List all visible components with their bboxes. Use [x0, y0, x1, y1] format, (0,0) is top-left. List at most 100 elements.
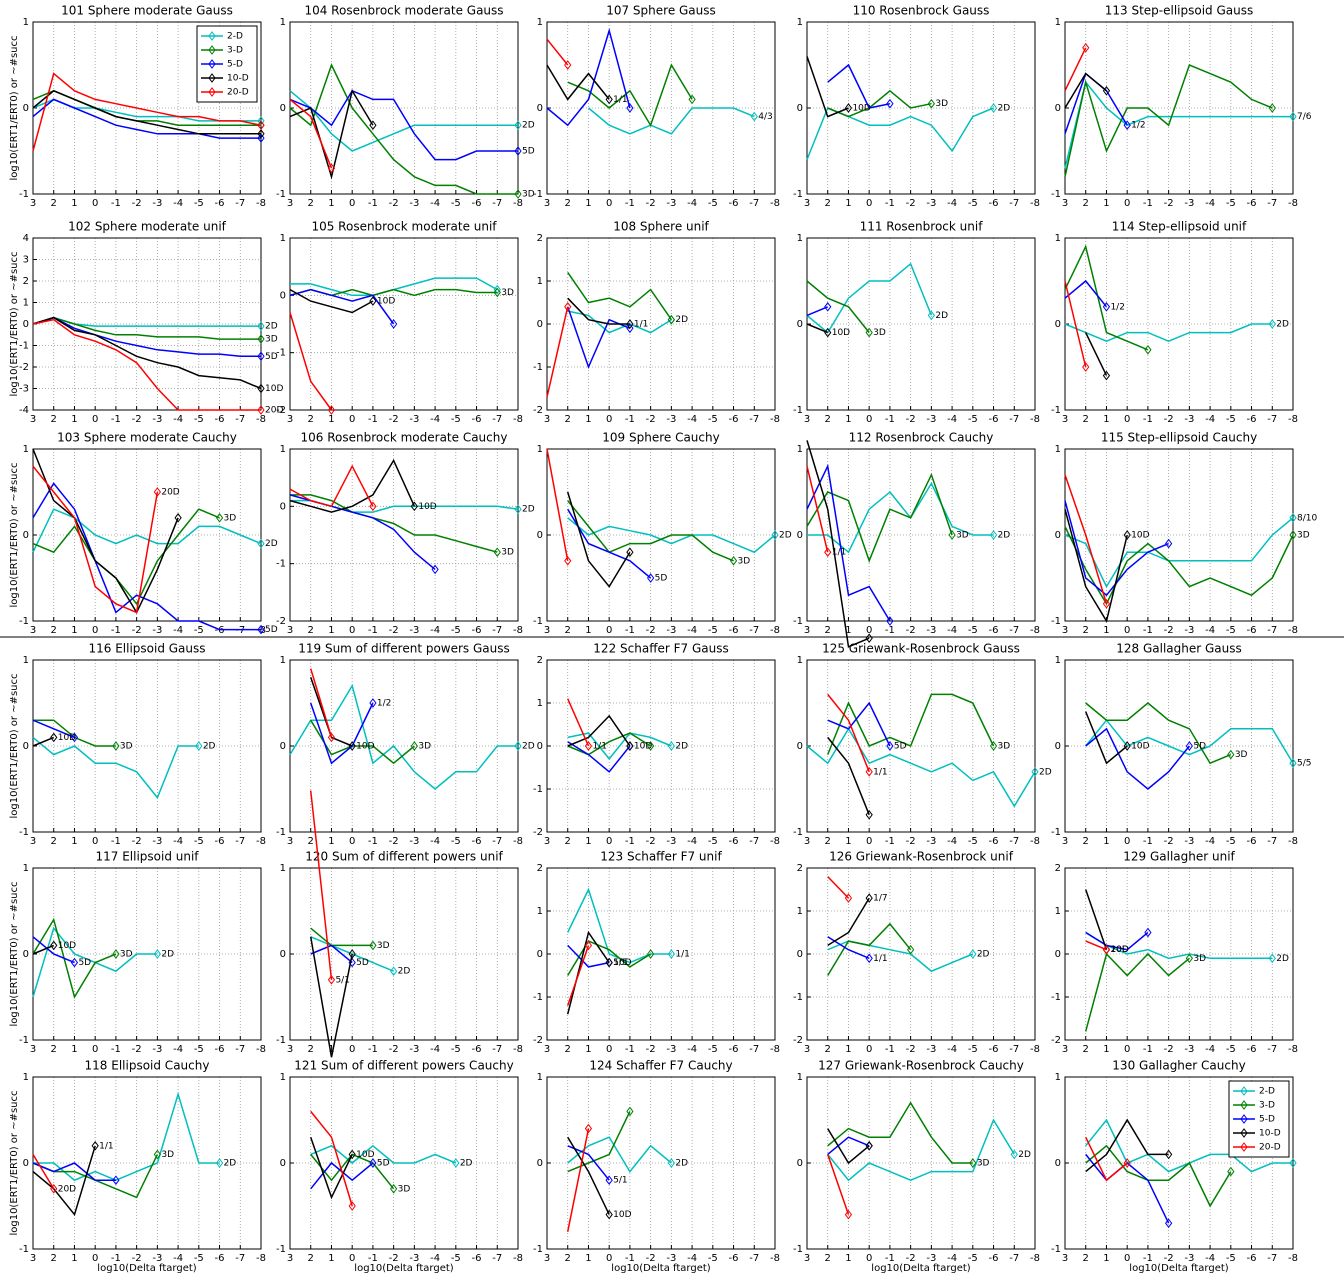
legend-marker [1240, 1142, 1248, 1152]
x-tick-label: -3 [926, 625, 936, 636]
series-line [309, 790, 333, 980]
series-line [827, 1101, 973, 1164]
subplot-title: 124 Schaffer F7 Cauchy [589, 1059, 732, 1073]
x-tick-label: -7 [492, 198, 502, 209]
series-line [289, 458, 416, 513]
y-tick-label: 0 [1055, 103, 1061, 114]
y-tick-label: -1 [19, 827, 29, 838]
end-marker [1268, 319, 1276, 329]
end-marker [605, 94, 613, 105]
subplot-title: 111 Rosenbrock unif [860, 220, 984, 234]
series-label: 2D [265, 322, 278, 332]
series-line [827, 701, 891, 747]
x-tick-label: 0 [349, 198, 355, 209]
series-line [32, 318, 261, 411]
series-label: 2D [1276, 320, 1289, 330]
x-tick-label: -5 [708, 625, 718, 636]
x-tick-label: 3 [804, 836, 810, 847]
x-tick-label: -1 [368, 1044, 378, 1055]
series-line [309, 668, 333, 738]
x-tick-label: -3 [926, 1044, 936, 1055]
end-marker [1010, 1149, 1018, 1160]
series-line [567, 741, 631, 773]
x-tick-label: -4 [947, 1253, 957, 1264]
x-tick-label: -3 [409, 836, 419, 847]
subplot-title: 107 Sphere Gauss [606, 4, 716, 18]
x-tick-label: 0 [349, 836, 355, 847]
x-tick-label: 2 [308, 836, 314, 847]
series-line [289, 683, 518, 790]
x-tick-label: 0 [866, 1044, 872, 1055]
subplot-title: 101 Sphere moderate Gauss [61, 4, 233, 18]
series-label: 10D [832, 328, 850, 338]
series-label: 10D [377, 297, 395, 307]
y-tick-label: 2 [537, 233, 543, 244]
series-label: 1/1 [873, 954, 887, 964]
end-marker [514, 741, 522, 751]
end-marker [1165, 1149, 1173, 1160]
y-tick-label: -1 [19, 1244, 29, 1255]
y-tick-label: 0 [537, 949, 543, 960]
legend-marker [1240, 1128, 1248, 1138]
series-label: 2D [998, 104, 1011, 114]
series-line [827, 1128, 870, 1165]
series-line [806, 466, 829, 553]
x-tick-label: 2 [1083, 625, 1089, 636]
x-axis-label: log10(Delta ftarget) [97, 1263, 196, 1274]
x-tick-label: -5 [1226, 414, 1236, 425]
x-tick-label: -3 [152, 414, 162, 425]
x-tick-label: -1 [111, 836, 121, 847]
end-marker [844, 1209, 853, 1220]
end-marker [824, 327, 832, 338]
series-line [827, 63, 891, 109]
end-marker [369, 296, 377, 306]
x-tick-label: -3 [666, 414, 676, 425]
series-label: 3D [956, 531, 969, 541]
y-tick-label: 1 [280, 17, 286, 28]
end-marker [215, 1158, 224, 1168]
series-line [1085, 931, 1273, 960]
x-tick-label: -7 [235, 198, 245, 209]
series-line [32, 98, 261, 139]
end-marker [688, 94, 696, 105]
end-marker [927, 98, 935, 109]
legend-marker [1240, 1086, 1248, 1096]
legend-label: 5-D [227, 60, 243, 70]
end-marker [771, 530, 779, 540]
y-tick-label: 0 [797, 103, 803, 114]
y-tick-label: 3 [23, 255, 29, 266]
x-tick-label: -6 [989, 836, 999, 847]
x-tick-label: 3 [1062, 1044, 1068, 1055]
x-tick-label: -6 [989, 1253, 999, 1264]
series-line [32, 917, 117, 999]
end-marker [348, 741, 356, 751]
x-tick-label: -6 [215, 1044, 225, 1055]
series-label: 10D [613, 1210, 631, 1220]
x-tick-label: -4 [1205, 414, 1215, 425]
series-line [567, 714, 631, 747]
subplot-title: 102 Sphere moderate unif [68, 220, 227, 234]
x-tick-label: 1 [845, 1044, 851, 1055]
x-tick-label: -8 [1030, 625, 1040, 636]
legend-marker [208, 59, 216, 69]
x-tick-label: -6 [472, 198, 482, 209]
x-tick-label: -8 [770, 1253, 780, 1264]
x-tick-label: -1 [885, 1044, 895, 1055]
x-tick-label: -1 [885, 414, 895, 425]
series-label: 2D [224, 1159, 237, 1169]
plot-frame [289, 867, 519, 1041]
x-tick-label: -2 [389, 1044, 399, 1055]
series-line [310, 927, 373, 947]
series-label: 3D [398, 1184, 411, 1194]
x-tick-label: -7 [1009, 836, 1019, 847]
x-tick-label: 1 [585, 198, 591, 209]
end-marker [1227, 1166, 1235, 1177]
x-tick-label: -4 [687, 836, 697, 847]
end-marker [865, 1140, 873, 1151]
series-line [1084, 952, 1190, 1032]
x-tick-label: -3 [666, 1044, 676, 1055]
x-tick-label: 2 [308, 625, 314, 636]
subplot: 126 Griewank-Rosenbrock unif 3 2 1 0 -1 -2 -3 -4… [793, 850, 1040, 1056]
x-tick-label: 3 [287, 1253, 293, 1264]
x-tick-label: -2 [646, 625, 656, 636]
